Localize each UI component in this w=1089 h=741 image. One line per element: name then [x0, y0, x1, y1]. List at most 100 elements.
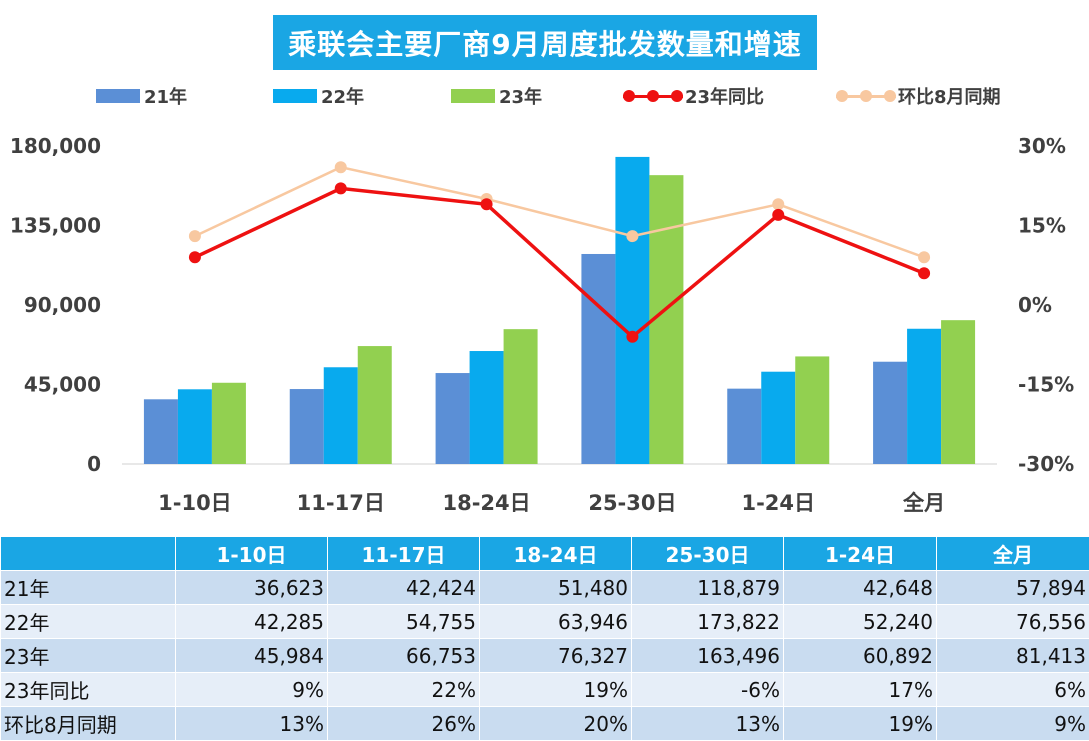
bar-22年 — [177, 389, 212, 464]
table-header-cell: 全月 — [936, 536, 1089, 571]
bar-22年 — [323, 367, 358, 464]
legend-marker-yoy — [623, 86, 683, 106]
y-right-tick-label: 15% — [1018, 214, 1066, 238]
bar-23年 — [211, 382, 246, 464]
table-cell: 118,879 — [631, 570, 784, 605]
table-header-cell: 25-30日 — [631, 536, 784, 571]
table-cell: 19% — [783, 706, 937, 741]
y-left-tick-label: 180,000 — [10, 134, 101, 158]
chart-title: 乘联会主要厂商9月周度批发数量和增速 — [273, 15, 817, 70]
point-23年同比 — [626, 330, 639, 343]
legend-label-mom: 环比8月同期 — [898, 87, 1001, 108]
table-row: 21年 36,623 42,424 51,480 118,879 42,648 … — [0, 570, 1089, 605]
bar-21年 — [727, 388, 762, 464]
y-left-tick-label: 135,000 — [10, 214, 101, 238]
legend-label-23: 23年 — [499, 87, 543, 108]
row-label: 23年 — [0, 638, 176, 673]
point-环比8月同期 — [334, 161, 347, 174]
bar-21年 — [289, 389, 324, 464]
table-cell: 51,480 — [479, 570, 632, 605]
point-环比8月同期 — [918, 251, 931, 264]
legend-swatch-23 — [451, 89, 495, 103]
x-tick-label: 1-10日 — [158, 491, 232, 515]
chart-panel: 0 45,000 90,000 135,000 180,000 -30% -15% 0% 15%… — [9, 15, 1075, 515]
table-cell: 42,648 — [783, 570, 937, 605]
bar-21年 — [143, 399, 178, 464]
legend-item-mom: 环比8月同期 — [836, 84, 1001, 108]
table-cell: -6% — [631, 672, 784, 707]
bar-21年 — [581, 253, 616, 464]
table-cell: 42,285 — [175, 604, 328, 639]
point-环比8月同期 — [626, 230, 639, 243]
legend-label-21: 21年 — [144, 87, 188, 108]
point-23年同比 — [918, 267, 931, 280]
table-cell: 9% — [936, 706, 1089, 741]
point-23年同比 — [772, 208, 785, 221]
table-cell: 54,755 — [327, 604, 480, 639]
legend-item-23: 23年 — [451, 84, 542, 108]
table-row: 23年 45,984 66,753 76,327 163,496 60,892 … — [0, 638, 1089, 673]
row-label: 23年同比 — [0, 672, 176, 707]
legend-swatch-21 — [96, 89, 140, 103]
point-环比8月同期 — [772, 198, 785, 211]
table-cell: 17% — [783, 672, 937, 707]
row-label: 环比8月同期 — [0, 706, 176, 741]
table-header-cell: 1-24日 — [783, 536, 937, 571]
table-cell: 45,984 — [175, 638, 328, 673]
table-row: 23年同比 9% 22% 19% -6% 17% 6% — [0, 672, 1089, 707]
data-table: 1-10日 11-17日 18-24日 25-30日 1-24日 全月 21年 … — [0, 536, 1089, 741]
table-cell: 26% — [327, 706, 480, 741]
table-cell: 81,413 — [936, 638, 1089, 673]
table-cell: 22% — [327, 672, 480, 707]
y-right-tick-label: -30% — [1018, 452, 1074, 476]
table-cell: 9% — [175, 672, 328, 707]
table-header-row: 1-10日 11-17日 18-24日 25-30日 1-24日 全月 — [0, 536, 1089, 571]
table-row: 22年 42,285 54,755 63,946 173,822 52,240 … — [0, 604, 1089, 639]
table-cell: 66,753 — [327, 638, 480, 673]
table-cell: 57,894 — [936, 570, 1089, 605]
table-cell: 20% — [479, 706, 632, 741]
combo-chart: 0 45,000 90,000 135,000 180,000 -30% -15% 0% 15%… — [10, 134, 1074, 515]
bar-22年 — [761, 371, 796, 464]
x-tick-label: 全月 — [902, 491, 945, 515]
legend-label-yoy: 23年同比 — [685, 87, 765, 108]
table-cell: 76,327 — [479, 638, 632, 673]
row-label: 21年 — [0, 570, 176, 605]
legend-marker-mom — [836, 86, 896, 106]
table-header-cell — [0, 536, 176, 571]
legend-label-22: 22年 — [321, 87, 365, 108]
y-left-tick-label: 45,000 — [24, 373, 101, 397]
bar-22年 — [469, 351, 504, 464]
table-cell: 63,946 — [479, 604, 632, 639]
table-cell: 6% — [936, 672, 1089, 707]
table-cell: 60,892 — [783, 638, 937, 673]
row-label: 22年 — [0, 604, 176, 639]
x-tick-label: 1-24日 — [741, 491, 815, 515]
y-left-tick-label: 90,000 — [24, 293, 101, 317]
table-cell: 36,623 — [175, 570, 328, 605]
table-cell: 173,822 — [631, 604, 784, 639]
x-tick-label: 11-17日 — [297, 491, 385, 515]
bar-22年 — [615, 156, 650, 464]
y-right-tick-label: 30% — [1018, 134, 1066, 158]
table-header-cell: 18-24日 — [479, 536, 632, 571]
y-right-tick-label: 0% — [1018, 293, 1052, 317]
point-环比8月同期 — [188, 230, 201, 243]
line-23年同比 — [194, 186, 925, 340]
table-cell: 52,240 — [783, 604, 937, 639]
point-23年同比 — [188, 251, 201, 264]
legend-swatch-22 — [273, 89, 317, 103]
table-row: 环比8月同期 13% 26% 20% 13% 19% 9% — [0, 706, 1089, 741]
bar-23年 — [503, 329, 538, 464]
point-23年同比 — [480, 198, 493, 211]
legend-item-22: 22年 — [273, 84, 364, 108]
point-23年同比 — [334, 182, 347, 195]
table-cell: 42,424 — [327, 570, 480, 605]
legend-item-yoy: 23年同比 — [623, 84, 764, 108]
table-cell: 76,556 — [936, 604, 1089, 639]
y-left-tick-label: 0 — [87, 452, 101, 476]
legend-item-21: 21年 — [96, 84, 187, 108]
line-环比8月同期 — [194, 165, 925, 259]
table-cell: 163,496 — [631, 638, 784, 673]
x-tick-label: 25-30日 — [588, 491, 676, 515]
